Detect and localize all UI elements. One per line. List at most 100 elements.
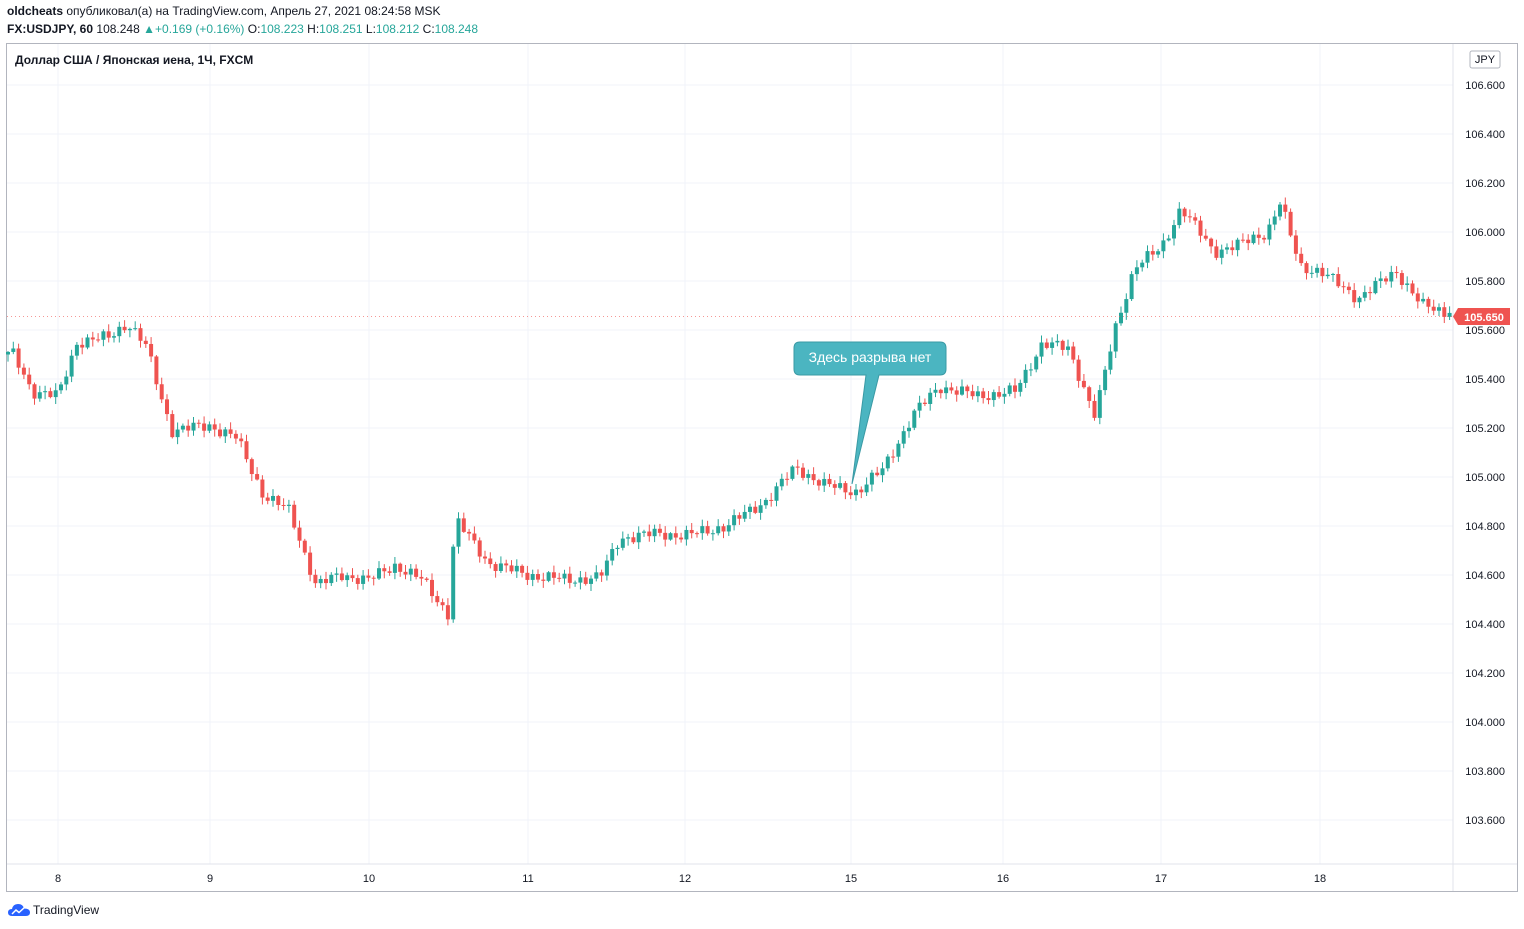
author-name[interactable]: oldcheats xyxy=(7,4,64,18)
candle xyxy=(514,559,519,578)
x-tick-label: 15 xyxy=(845,873,857,885)
candle xyxy=(530,569,535,587)
candle xyxy=(801,463,805,481)
candle xyxy=(414,564,419,580)
candle xyxy=(758,498,763,520)
candle xyxy=(1426,296,1431,314)
candle xyxy=(1405,276,1410,292)
chart-frame[interactable] xyxy=(6,43,1518,892)
candle xyxy=(1071,341,1076,364)
candle xyxy=(885,454,890,472)
candle xyxy=(329,572,334,586)
candle xyxy=(1156,248,1161,258)
candle xyxy=(525,565,530,586)
candle xyxy=(1293,230,1298,261)
candle xyxy=(1288,208,1293,238)
candle xyxy=(1150,244,1155,261)
candle xyxy=(1399,270,1404,290)
candle xyxy=(445,598,450,626)
candle xyxy=(27,367,32,390)
candle xyxy=(1262,235,1267,244)
tradingview-cloud-logo-icon xyxy=(8,903,30,916)
candle xyxy=(721,523,726,539)
candle xyxy=(997,386,1002,399)
price-axis[interactable]: 106.600 106.400 106.200 106.000 105.800 105.6… xyxy=(1452,44,1505,891)
y-tick-label: 104.200 xyxy=(1465,668,1505,680)
candle xyxy=(69,349,74,383)
candle xyxy=(1442,302,1447,324)
candle xyxy=(1203,228,1208,241)
candle xyxy=(1087,385,1092,409)
candle xyxy=(1081,373,1086,389)
candle xyxy=(520,564,525,578)
candle xyxy=(101,329,106,347)
candle xyxy=(366,569,371,582)
candle xyxy=(647,524,652,542)
candle xyxy=(313,569,318,588)
candle xyxy=(387,566,392,576)
candle xyxy=(223,427,228,443)
y-tick-label: 106.400 xyxy=(1465,129,1505,141)
candle xyxy=(1357,296,1362,309)
candle xyxy=(1002,387,1007,404)
y-tick-label: 105.600 xyxy=(1465,325,1505,337)
tradingview-brand[interactable]: TradingView xyxy=(8,902,99,917)
candle xyxy=(218,423,222,439)
currency-badge-label: JPY xyxy=(1475,54,1496,66)
candle xyxy=(965,384,970,399)
candle xyxy=(1437,303,1441,316)
candle xyxy=(811,467,816,485)
candle xyxy=(954,386,959,402)
candle xyxy=(1182,207,1187,223)
candle xyxy=(1283,197,1288,219)
candle xyxy=(620,531,625,551)
candle xyxy=(790,465,795,481)
candle xyxy=(753,501,758,515)
candle xyxy=(371,575,376,586)
candle xyxy=(806,469,811,485)
candle xyxy=(1044,338,1049,350)
x-tick-label: 8 xyxy=(55,873,61,885)
candle xyxy=(1315,263,1320,278)
candle xyxy=(557,572,562,583)
candle xyxy=(679,532,684,543)
y-tick-label: 104.600 xyxy=(1465,570,1505,582)
candle xyxy=(318,575,323,589)
candle xyxy=(779,473,784,491)
candle xyxy=(774,482,779,507)
low-value: 108.212 xyxy=(375,22,420,36)
annotation-text: Здесь разрыва нет xyxy=(809,349,932,365)
y-tick-label: 103.800 xyxy=(1465,766,1505,778)
annotation-callout[interactable]: Здесь разрыва нет xyxy=(793,341,947,485)
candle xyxy=(170,410,175,439)
candle xyxy=(37,385,42,402)
y-tick-label: 105.800 xyxy=(1465,276,1505,288)
candle xyxy=(159,377,164,404)
candle xyxy=(1161,233,1166,259)
candle xyxy=(377,561,381,581)
candle xyxy=(488,552,493,569)
symbol-label: FX:USDJPY, 60 xyxy=(7,22,94,36)
candle xyxy=(1373,277,1378,295)
candle xyxy=(430,573,434,603)
change-value: +0.169 (+0.16%) xyxy=(155,22,245,36)
candle xyxy=(361,570,366,590)
candle xyxy=(1267,218,1272,246)
candle xyxy=(642,529,646,537)
candle xyxy=(631,531,636,545)
candle xyxy=(202,416,207,438)
time-axis[interactable]: 8 9 10 11 12 15 16 17 18 xyxy=(7,863,1517,885)
candle xyxy=(763,497,768,509)
candle xyxy=(737,512,742,525)
candle xyxy=(64,370,69,391)
candle xyxy=(435,590,440,607)
candle xyxy=(74,342,79,360)
candle xyxy=(456,512,461,554)
candle xyxy=(255,467,260,481)
brand-name: TradingView xyxy=(33,902,100,917)
candle xyxy=(493,561,498,578)
candle xyxy=(112,332,116,343)
candle xyxy=(938,388,943,399)
candle xyxy=(191,417,196,436)
